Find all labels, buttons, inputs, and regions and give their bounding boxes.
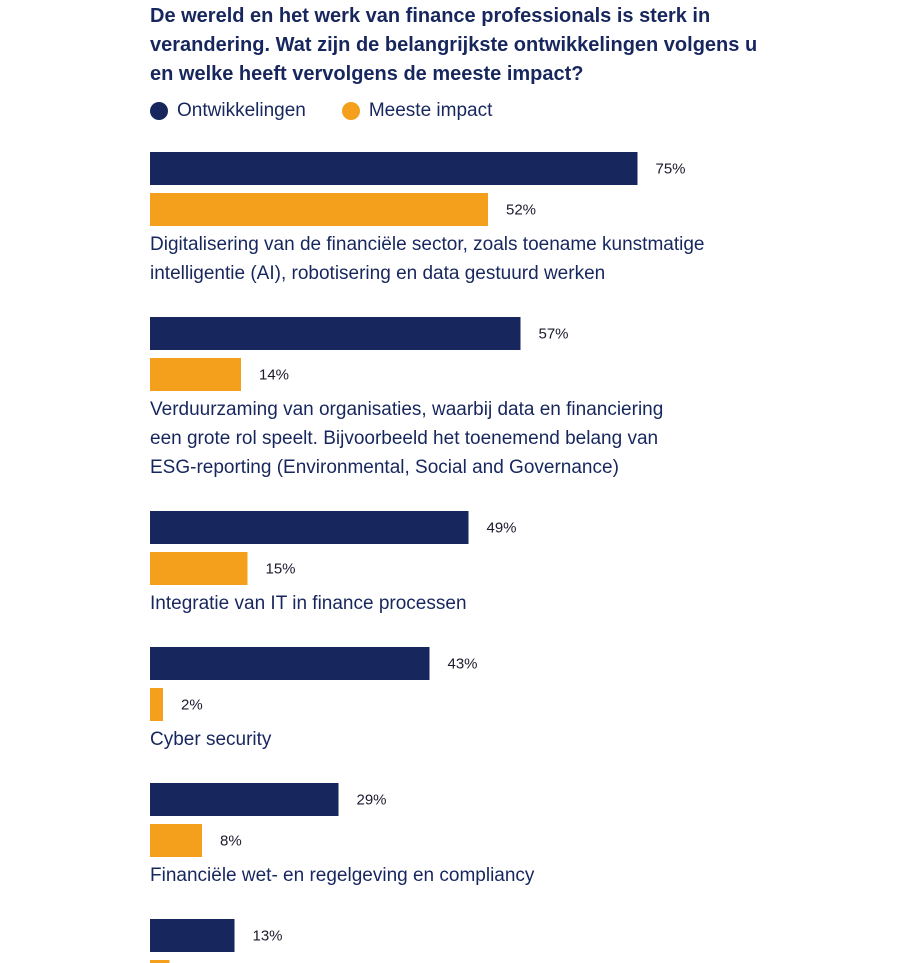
legend-label-meeste-impact: Meeste impact	[368, 100, 493, 121]
bar-value-label: 15%	[266, 561, 296, 578]
bar-meeste-impact	[150, 688, 163, 721]
category-label: Verduurzaming van organisaties, waarbij …	[150, 399, 663, 420]
bar-ontwikkelingen	[150, 317, 521, 350]
legend-swatch-ontwikkelingen	[150, 102, 168, 120]
legend-swatch-meeste-impact	[341, 102, 360, 120]
bar-meeste-impact	[150, 193, 488, 226]
category-label: intelligentie (AI), robotisering en data…	[150, 263, 605, 284]
bar-meeste-impact	[150, 960, 170, 963]
legend: Ontwikkelingen Meeste impact	[150, 100, 528, 122]
category-label: Integratie van IT in finance processen	[150, 593, 467, 614]
bar-ontwikkelingen	[150, 152, 638, 185]
bar-value-label: 43%	[448, 656, 478, 673]
bar-value-label: 49%	[487, 520, 517, 537]
legend-item-ontwikkelingen: Ontwikkelingen	[150, 100, 306, 122]
category-label: ESG-reporting (Environmental, Social and…	[150, 457, 619, 478]
category-label: Digitalisering van de financiële sector,…	[150, 234, 704, 255]
chart-title: De wereld en het werk van finance profes…	[150, 5, 758, 85]
category-label: een grote rol speelt. Bijvoorbeeld het t…	[150, 428, 658, 449]
category-label: Financiële wet- en regelgeving en compli…	[150, 865, 535, 886]
bar-meeste-impact	[150, 358, 241, 391]
bar-value-label: 13%	[253, 928, 283, 945]
legend-item-meeste-impact: Meeste impact	[341, 100, 493, 122]
bar-value-label: 52%	[506, 202, 536, 219]
bar-value-label: 75%	[656, 161, 686, 178]
bar-meeste-impact	[150, 552, 248, 585]
bar-meeste-impact	[150, 824, 202, 857]
bar-value-label: 2%	[181, 697, 203, 714]
bar-ontwikkelingen	[150, 511, 469, 544]
bar-value-label: 29%	[357, 792, 387, 809]
bar-value-label: 14%	[259, 367, 289, 384]
legend-label-ontwikkelingen: Ontwikkelingen	[177, 100, 306, 121]
bar-value-label: 8%	[220, 833, 242, 850]
bar-ontwikkelingen	[150, 647, 430, 680]
bar-ontwikkelingen	[150, 783, 339, 816]
bar-value-label: 57%	[539, 326, 569, 343]
category-label: Cyber security	[150, 729, 272, 750]
bar-ontwikkelingen	[150, 919, 235, 952]
